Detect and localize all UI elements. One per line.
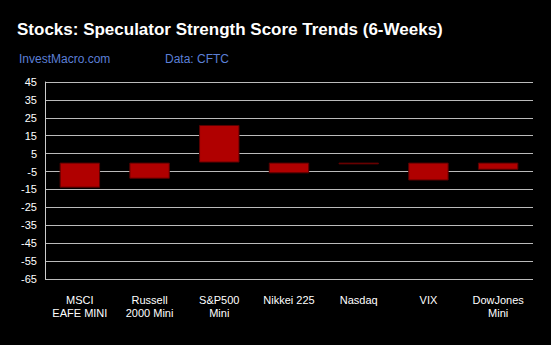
svg-text:MSCI: MSCI bbox=[66, 294, 94, 306]
svg-text:Nikkei 225: Nikkei 225 bbox=[263, 294, 314, 306]
svg-text:-45: -45 bbox=[21, 237, 37, 249]
svg-text:S&P500: S&P500 bbox=[199, 294, 239, 306]
svg-text:VIX: VIX bbox=[420, 294, 438, 306]
svg-text:35: 35 bbox=[25, 94, 37, 106]
svg-text:-35: -35 bbox=[21, 219, 37, 231]
svg-text:Stocks: Speculator Strength Sc: Stocks: Speculator Strength Score Trends… bbox=[17, 20, 443, 39]
svg-text:EAFE MINI: EAFE MINI bbox=[52, 307, 107, 319]
svg-text:-15: -15 bbox=[21, 183, 37, 195]
svg-text:Data: CFTC: Data: CFTC bbox=[165, 52, 229, 66]
svg-text:25: 25 bbox=[25, 112, 37, 124]
svg-text:Nasdaq: Nasdaq bbox=[340, 294, 378, 306]
svg-text:InvestMacro.com: InvestMacro.com bbox=[19, 52, 110, 66]
svg-text:-25: -25 bbox=[21, 201, 37, 213]
svg-text:15: 15 bbox=[25, 130, 37, 142]
svg-text:Russell: Russell bbox=[132, 294, 168, 306]
svg-text:-65: -65 bbox=[21, 273, 37, 285]
svg-text:DowJones: DowJones bbox=[472, 294, 524, 306]
svg-text:-5: -5 bbox=[27, 166, 37, 178]
svg-text:5: 5 bbox=[31, 148, 37, 160]
svg-text:Mini: Mini bbox=[488, 307, 508, 319]
svg-text:2000 Mini: 2000 Mini bbox=[126, 307, 174, 319]
svg-text:Mini: Mini bbox=[209, 307, 229, 319]
svg-text:-55: -55 bbox=[21, 255, 37, 267]
svg-text:45: 45 bbox=[25, 76, 37, 88]
